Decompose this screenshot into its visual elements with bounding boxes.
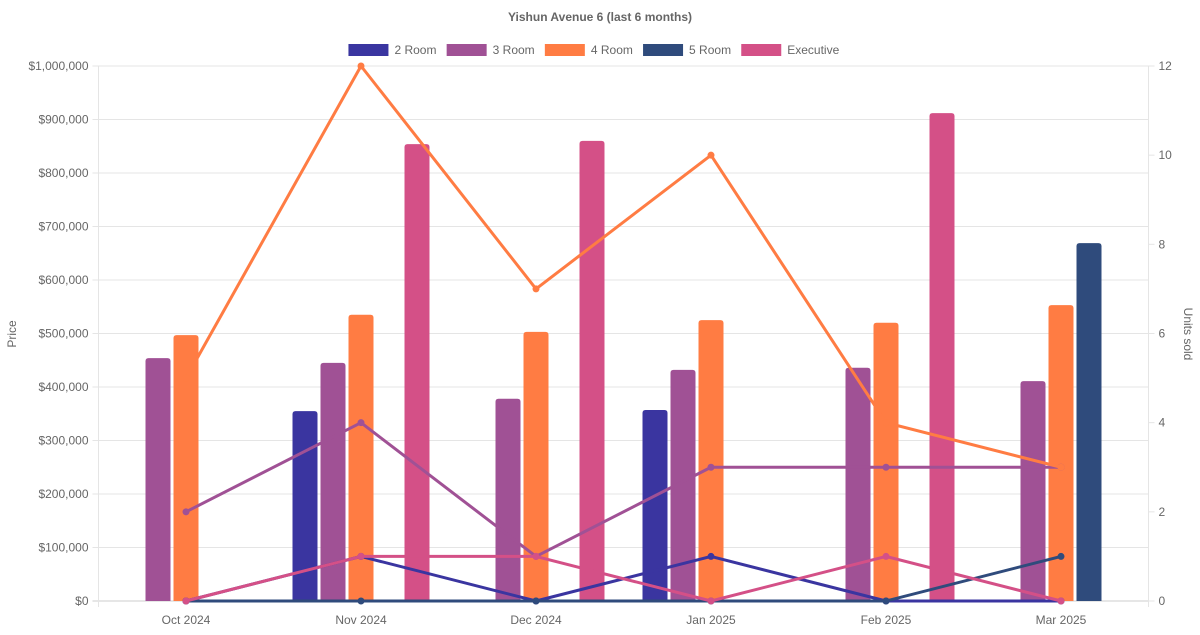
bar-4-room [348, 314, 374, 601]
y-tick-label: $100,000 [38, 541, 88, 555]
y-tick-label: $600,000 [38, 273, 88, 287]
bar-executive [929, 113, 955, 601]
x-tick-label: Jan 2025 [686, 613, 736, 627]
legend-label: 5 Room [689, 43, 731, 57]
y2-tick-label: 2 [1159, 505, 1166, 519]
y2-tick-label: 6 [1159, 327, 1166, 341]
bar-4-room [698, 320, 724, 601]
point-4-room [707, 151, 715, 159]
bar-executive [579, 140, 605, 601]
point-executive [707, 597, 715, 605]
point-executive [532, 552, 540, 560]
legend-label: 2 Room [394, 43, 436, 57]
line-5-room [186, 554, 1062, 603]
line-4-room [184, 64, 1062, 469]
y2-tick-label: 8 [1159, 237, 1166, 251]
point-executive [357, 552, 365, 560]
y2-tick-label: 4 [1159, 416, 1166, 430]
point-4-room [532, 285, 540, 293]
bar-3-room [1020, 381, 1046, 601]
legend: 2 Room 3 Room 4 Room 5 Room Executive [348, 43, 840, 57]
y-tick-label: $300,000 [38, 434, 88, 448]
x-axis: Oct 2024 Nov 2024 Dec 2024 Jan 2025 Feb 2025… [162, 613, 1087, 627]
point-5-room [882, 597, 890, 605]
bar-2-room [642, 410, 668, 601]
legend-item[interactable]: Executive [741, 43, 840, 57]
point-5-room [1057, 552, 1065, 560]
legend-label: Executive [787, 43, 839, 57]
bars [145, 113, 1102, 602]
bar-executive [404, 144, 430, 602]
point-3-room [882, 463, 890, 471]
point-executive [182, 597, 190, 605]
y-tick-label: $700,000 [38, 220, 88, 234]
y-tick-label: $200,000 [38, 487, 88, 501]
chart-title: Yishun Avenue 6 (last 6 months) [508, 10, 692, 24]
y-tick-label: $0 [75, 594, 89, 608]
point-executive [1057, 597, 1065, 605]
point-5-room [532, 597, 540, 605]
x-tick-label: Dec 2024 [510, 613, 562, 627]
legend-swatch [741, 44, 782, 56]
gridlines [92, 65, 1155, 607]
y2-tick-label: 12 [1159, 59, 1173, 73]
line-3-room [185, 421, 1061, 558]
point-2-room [707, 552, 715, 560]
point-3-room [357, 419, 365, 427]
point-4-room [357, 62, 365, 70]
bar-4-room [173, 335, 199, 601]
bar-4-room [1048, 305, 1074, 601]
legend-swatch [643, 44, 684, 56]
y-tick-label: $900,000 [38, 113, 88, 127]
bar-4-room [873, 322, 899, 601]
y-tick-label: $400,000 [38, 380, 88, 394]
point-executive [882, 552, 890, 560]
legend-item[interactable]: 3 Room [446, 43, 535, 57]
legend-label: 3 Room [493, 43, 535, 57]
y-tick-label: $1,000,000 [28, 59, 88, 73]
y-axis-left: $0 $100,000 $200,000 $300,000 $400,000 $500,0… [28, 59, 88, 608]
point-4-room [882, 419, 890, 427]
y2-tick-label: 0 [1159, 594, 1166, 608]
x-tick-label: Mar 2025 [1036, 613, 1087, 627]
bar-3-room [495, 398, 521, 601]
y2-axis-label: Units sold [1181, 308, 1195, 361]
legend-swatch [544, 44, 585, 56]
bar-5-room [1076, 243, 1102, 601]
x-tick-label: Nov 2024 [335, 613, 387, 627]
legend-swatch [348, 44, 389, 56]
point-3-room [707, 463, 715, 471]
y-tick-label: $800,000 [38, 166, 88, 180]
y-tick-label: $500,000 [38, 327, 88, 341]
legend-item[interactable]: 5 Room [643, 43, 731, 57]
y2-tick-label: 10 [1159, 148, 1173, 162]
bar-3-room [845, 367, 871, 601]
point-4-room [1057, 463, 1065, 471]
line-executive [185, 554, 1062, 603]
bar-4-room [523, 331, 549, 601]
lines [182, 62, 1065, 605]
bar-3-room [320, 362, 346, 601]
y-axis-right: 0 2 4 6 8 10 12 [1159, 59, 1173, 608]
bar-2-room [292, 411, 318, 601]
point-3-room [182, 508, 190, 516]
legend-swatch [446, 44, 487, 56]
bar-3-room [670, 369, 696, 601]
legend-item[interactable]: 4 Room [544, 43, 633, 57]
legend-label: 4 Room [591, 43, 633, 57]
point-5-room [357, 597, 365, 605]
bar-3-room [145, 358, 171, 601]
y-axis-label: Price [5, 320, 19, 348]
point-4-room [182, 374, 190, 382]
legend-item[interactable]: 2 Room [348, 43, 436, 57]
x-tick-label: Oct 2024 [162, 613, 211, 627]
x-tick-label: Feb 2025 [861, 613, 912, 627]
